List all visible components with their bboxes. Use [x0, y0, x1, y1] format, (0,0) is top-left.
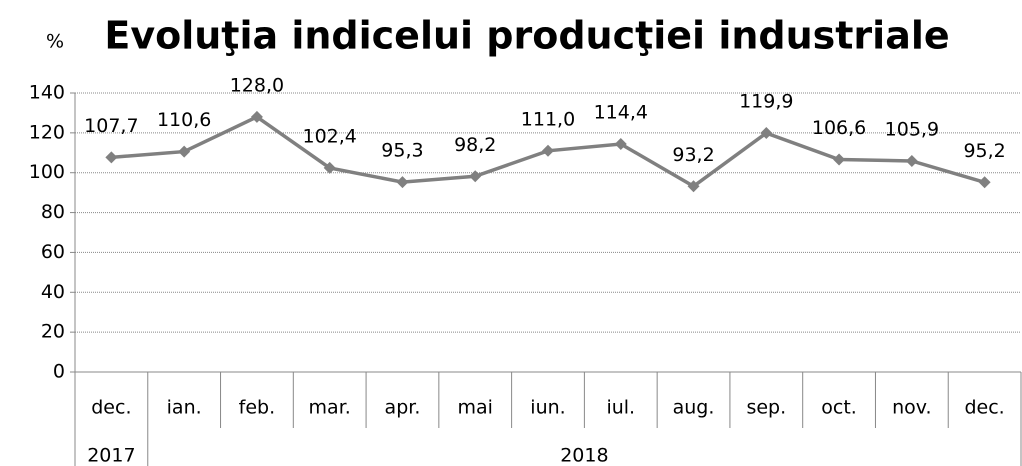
data-label: 95,2	[963, 140, 1005, 162]
data-label: 107,7	[84, 115, 138, 137]
marker	[105, 151, 118, 164]
x-tick-label: nov.	[892, 397, 931, 419]
data-label: 98,2	[454, 134, 496, 156]
y-tick-label: 60	[41, 241, 65, 263]
y-tick-label: 0	[53, 361, 65, 383]
marker	[250, 110, 263, 123]
marker	[469, 170, 482, 183]
x-tick-label: mar.	[309, 397, 351, 419]
marker	[687, 180, 700, 193]
data-label: 119,9	[739, 91, 793, 113]
x-tick-label: aug.	[673, 397, 715, 419]
x-tick-label: dec.	[964, 397, 1004, 419]
data-label: 95,3	[381, 140, 423, 162]
year-label: 2018	[560, 445, 608, 466]
y-tick-label: 80	[41, 201, 65, 223]
data-label: 114,4	[594, 102, 648, 124]
y-tick-label: 120	[29, 121, 65, 143]
marker	[542, 144, 554, 157]
x-tick-label: iul.	[606, 397, 635, 419]
data-label: 106,6	[812, 117, 866, 139]
marker	[178, 145, 191, 158]
x-tick-label: iun.	[530, 397, 565, 419]
y-tick-label: 40	[41, 281, 65, 303]
y-tick-label: 140	[29, 82, 65, 104]
data-label: 111,0	[521, 108, 575, 130]
y-tick-label: 100	[29, 161, 65, 183]
x-tick-label: oct.	[821, 397, 857, 419]
x-tick-label: feb.	[239, 397, 275, 419]
x-tick-label: sep.	[746, 397, 786, 419]
x-tick-label: ian.	[167, 397, 202, 419]
y-tick-label: 20	[41, 321, 65, 343]
marker	[323, 161, 336, 174]
marker	[760, 127, 773, 140]
x-tick-label: mai	[458, 397, 493, 419]
x-tick-label: dec.	[91, 397, 131, 419]
marker	[614, 138, 627, 151]
x-tick-label: apr.	[385, 397, 421, 419]
data-label: 110,6	[157, 109, 211, 131]
data-label: 128,0	[230, 74, 284, 96]
marker	[905, 154, 918, 167]
y-axis-label: %	[46, 31, 64, 53]
marker	[396, 176, 409, 189]
chart-title: Evoluţia indicelui producţiei industrial…	[104, 14, 949, 58]
data-label: 93,2	[672, 144, 714, 166]
data-label: 105,9	[885, 118, 939, 140]
data-label: 102,4	[302, 125, 356, 147]
year-label: 2017	[87, 445, 135, 466]
marker	[978, 176, 991, 189]
marker	[833, 153, 846, 166]
